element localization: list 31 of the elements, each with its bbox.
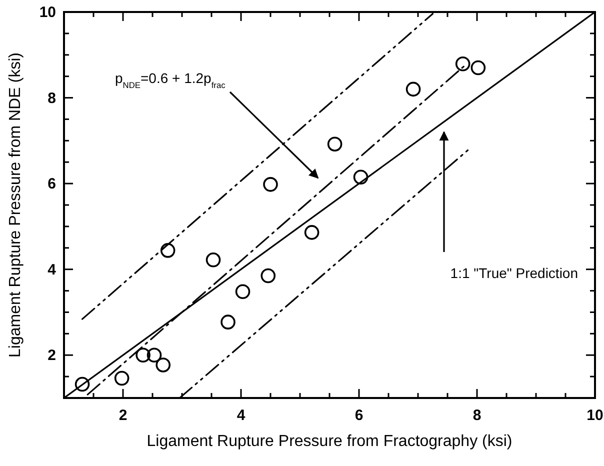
x-tick-label: 8 xyxy=(472,407,482,424)
point xyxy=(455,56,470,72)
x-tick-label: 10 xyxy=(586,407,604,424)
point xyxy=(263,177,278,192)
annotation: 1:1 "True" Prediction xyxy=(450,265,578,281)
point xyxy=(206,252,221,268)
point xyxy=(470,60,486,76)
point xyxy=(156,358,171,372)
point xyxy=(260,268,276,284)
y-tick-label: 6 xyxy=(48,176,56,193)
point xyxy=(136,348,150,363)
point xyxy=(220,314,236,330)
x-tick-label: 6 xyxy=(354,407,364,424)
point xyxy=(114,370,130,386)
y-tick-label: 4 xyxy=(48,261,57,278)
x-axis-title: Ligament Rupture Pressure from Fractography (ksi) xyxy=(146,433,512,450)
point xyxy=(146,348,162,363)
point xyxy=(304,225,320,240)
point xyxy=(235,284,250,300)
x-tick-label: 2 xyxy=(118,407,128,424)
point xyxy=(74,376,90,392)
y-axis-title: Ligament Rupture Pressure from NDE (ksi) xyxy=(7,52,24,358)
y-tick-label: 2 xyxy=(48,347,56,364)
point xyxy=(327,136,342,152)
point xyxy=(160,243,176,258)
y-tick-label: 10 xyxy=(39,4,56,21)
annotation: p$_{NDE}$=0.6 + 1.2p$_{frac}$ xyxy=(115,70,226,90)
x-tick-label: 4 xyxy=(236,407,246,424)
y-tick-label: 8 xyxy=(48,90,56,107)
point xyxy=(406,82,421,97)
point xyxy=(353,170,368,185)
